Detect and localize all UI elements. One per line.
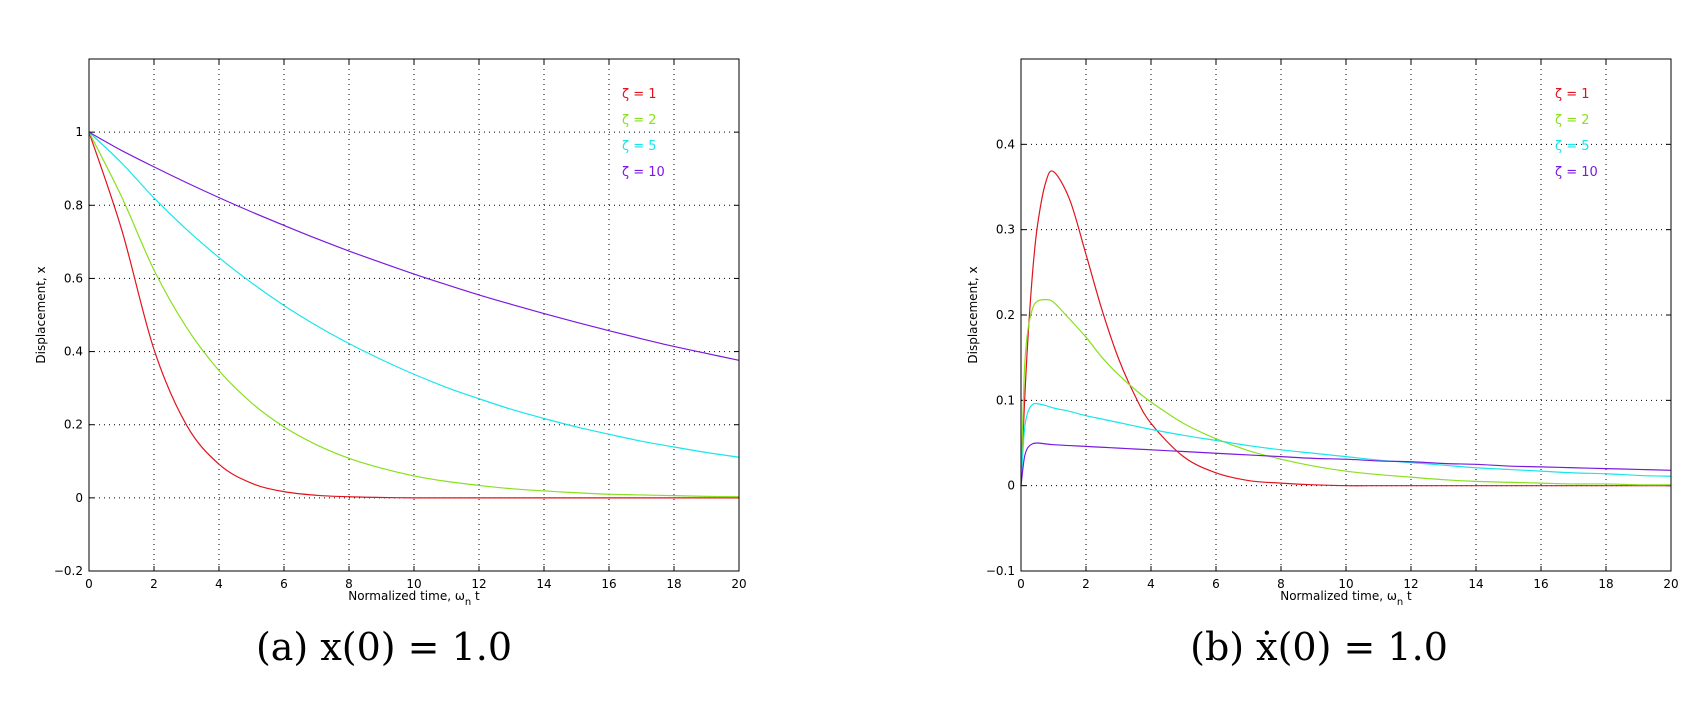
- x-tick-label: 0: [85, 577, 93, 591]
- y-tick-label: 0.6: [64, 271, 83, 285]
- legend-entry-2: ζ = 2: [1555, 113, 1590, 128]
- x-tick-label: 6: [280, 577, 288, 591]
- series-line-1: [1020, 170, 1671, 487]
- y-tick-label: 0: [1007, 479, 1015, 493]
- legend-entry-1: ζ = 1: [1555, 87, 1590, 102]
- panel-caption: (a) x(0) = 1.0: [256, 625, 512, 669]
- series-line-2: [88, 131, 740, 498]
- x-tick-label: 20: [1663, 577, 1678, 591]
- x-tick-label: 8: [345, 577, 353, 591]
- x-tick-label: 4: [215, 577, 223, 591]
- y-tick-label: 0.4: [996, 137, 1015, 151]
- y-tick-label: 0.4: [64, 345, 83, 359]
- y-tick-label: 0.3: [996, 223, 1015, 237]
- legend-entry-1: ζ = 1: [622, 87, 657, 102]
- series-line-4: [88, 131, 740, 361]
- plot-frame: [88, 58, 740, 572]
- x-tick-label: 2: [1082, 577, 1090, 591]
- x-axis-title: Normalized time, ωn t: [1280, 589, 1412, 608]
- x-tick-label: 18: [666, 577, 681, 591]
- x-axis-title: Normalized time, ωn t: [348, 589, 480, 608]
- legend-entry-4: ζ = 10: [622, 165, 665, 180]
- legend-entry-3: ζ = 5: [1555, 139, 1590, 154]
- y-tick-label: 0.1: [996, 393, 1015, 407]
- x-tick-label: 12: [471, 577, 486, 591]
- x-tick-label: 16: [1533, 577, 1548, 591]
- y-tick-label: −0.1: [986, 564, 1015, 578]
- x-tick-label: 6: [1212, 577, 1220, 591]
- x-tick-label: 10: [406, 577, 421, 591]
- x-tick-label: 0: [1017, 577, 1025, 591]
- y-tick-label: 1: [75, 125, 83, 139]
- legend-entry-4: ζ = 10: [1555, 165, 1598, 180]
- series-line-3: [1020, 402, 1672, 486]
- legend-entry-3: ζ = 5: [622, 139, 657, 154]
- series-line-2: [1020, 299, 1672, 486]
- x-tick-label: 12: [1403, 577, 1418, 591]
- panel-a: 0 2 4 6 8 10 12 14 16 18 20−0.200.20.40.60.81ζ = 1…: [34, 58, 747, 669]
- plot-frame: [1020, 58, 1672, 572]
- y-tick-label: 0.2: [64, 418, 83, 432]
- y-tick-label: 0.8: [64, 198, 83, 212]
- x-tick-label: 14: [536, 577, 551, 591]
- y-tick-label: 0.2: [996, 308, 1015, 322]
- series-line-1: [88, 131, 739, 499]
- y-axis-title: Displacement, x: [34, 266, 48, 363]
- x-tick-label: 8: [1277, 577, 1285, 591]
- panel-b: 0 2 4 6 8 10 12 14 16 18 20−0.100.10.20.30.4ζ = 1ζ…: [966, 58, 1679, 669]
- x-tick-label: 4: [1147, 577, 1155, 591]
- x-tick-label: 18: [1598, 577, 1613, 591]
- x-tick-label: 16: [601, 577, 616, 591]
- x-tick-label: 20: [731, 577, 746, 591]
- x-tick-label: 2: [150, 577, 158, 591]
- panel-caption: (b) ẋ(0) = 1.0: [1190, 625, 1448, 669]
- x-tick-label: 14: [1468, 577, 1483, 591]
- y-tick-label: 0: [75, 491, 83, 505]
- series-line-4: [1020, 442, 1672, 486]
- legend-entry-2: ζ = 2: [622, 113, 657, 128]
- y-tick-label: −0.2: [54, 564, 83, 578]
- x-tick-label: 10: [1338, 577, 1353, 591]
- y-axis-title: Displacement, x: [966, 266, 980, 363]
- series-line-3: [88, 131, 740, 458]
